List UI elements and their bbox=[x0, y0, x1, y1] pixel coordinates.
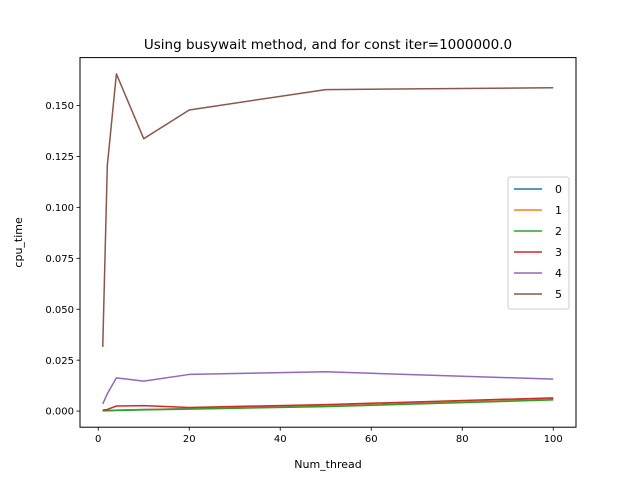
y-tick-label: 0.050 bbox=[45, 305, 74, 316]
legend-label-5: 5 bbox=[555, 288, 562, 301]
x-tick-label: 60 bbox=[365, 434, 378, 445]
x-axis-label: Num_thread bbox=[294, 458, 361, 471]
chart-title: Using busywait method, and for const ite… bbox=[144, 37, 512, 53]
series-line-2 bbox=[102, 399, 554, 412]
x-tick-label: 100 bbox=[544, 434, 563, 445]
legend-label-4: 4 bbox=[555, 267, 562, 280]
plot-frame bbox=[79, 57, 577, 428]
series-line-4 bbox=[102, 371, 554, 405]
y-tick-label: 0.100 bbox=[45, 203, 74, 214]
y-tick-label: 0.150 bbox=[45, 101, 74, 112]
y-tick-label: 0.075 bbox=[45, 254, 74, 265]
x-tick-label: 0 bbox=[95, 434, 101, 445]
legend-label-1: 1 bbox=[555, 204, 562, 217]
y-axis-label: cpu_time bbox=[12, 217, 25, 268]
legend: 0 1 2 3 4 5 bbox=[507, 176, 570, 310]
y-tick-label: 0.025 bbox=[45, 356, 74, 367]
legend-label-0: 0 bbox=[555, 183, 562, 196]
x-tick-label: 20 bbox=[183, 434, 196, 445]
y-tick-label: 0.125 bbox=[45, 152, 74, 163]
series-line-3 bbox=[102, 397, 554, 411]
legend-label-3: 3 bbox=[555, 246, 562, 259]
series-line-5 bbox=[102, 73, 554, 347]
legend-label-2: 2 bbox=[555, 225, 562, 238]
x-tick-label: 40 bbox=[274, 434, 287, 445]
x-tick-label: 80 bbox=[456, 434, 469, 445]
y-tick-label: 0.000 bbox=[45, 407, 74, 418]
